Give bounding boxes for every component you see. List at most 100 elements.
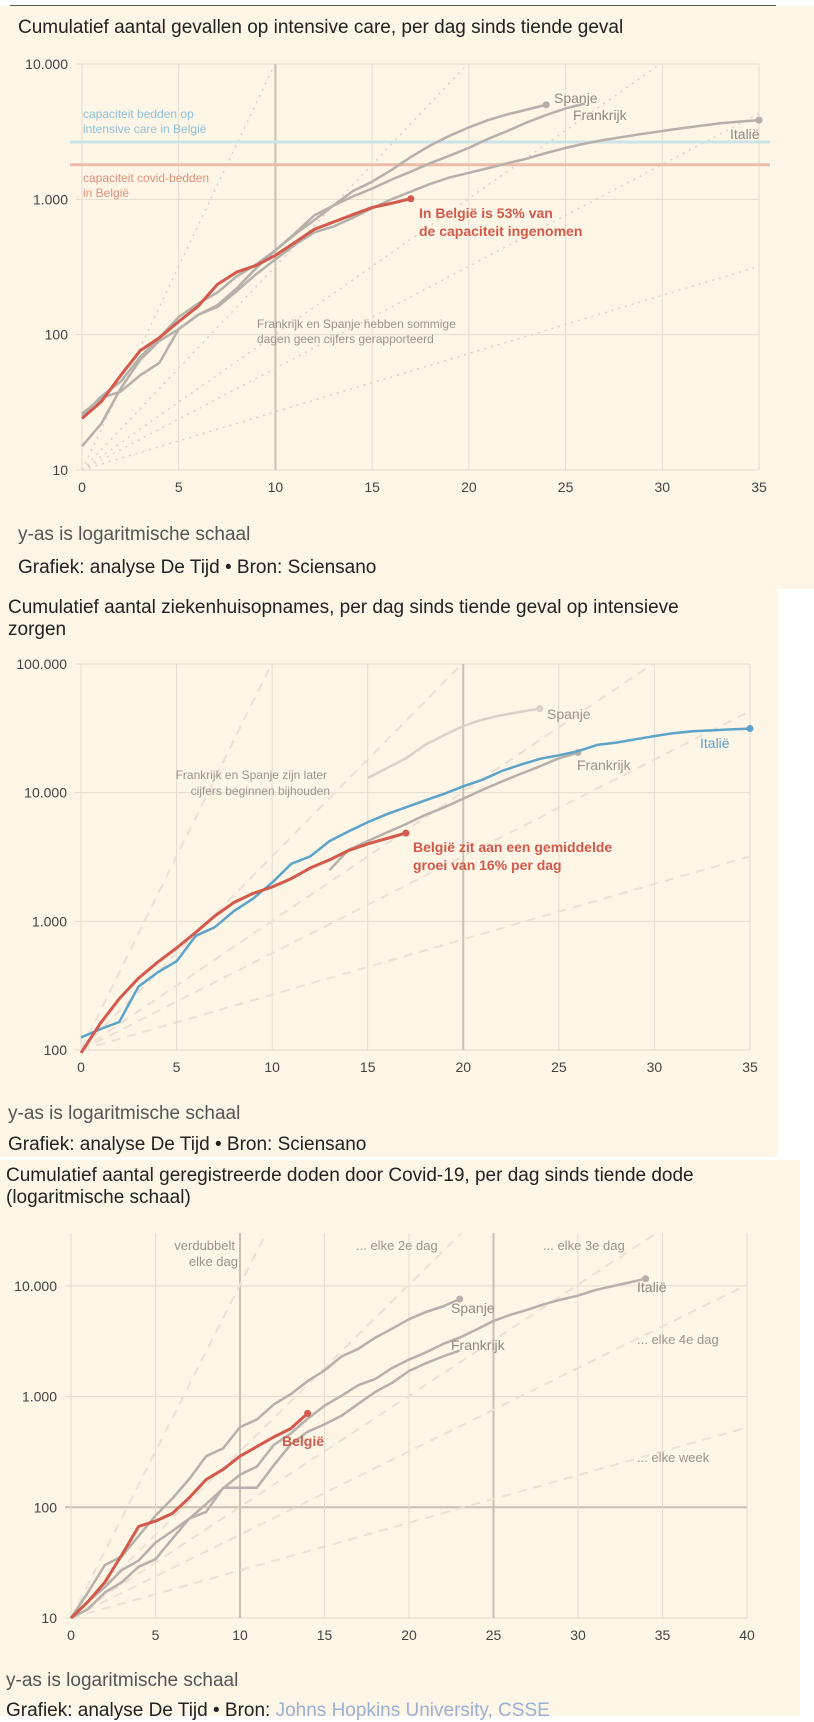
chart-panel-2 [0,589,778,1157]
x-tick-label: 30 [654,479,670,495]
series-line-belgie [69,1412,309,1620]
top-rule [10,5,776,6]
x-tick-label: 0 [78,479,86,495]
ref-label-1a: verdubbelt [174,1238,235,1253]
x-tick-label: 30 [647,1059,663,1075]
y-tick-label: 100 [44,1042,68,1058]
chart-3-log-note: y-as is logaritmische schaal [6,1670,239,1691]
series-line-italie [80,727,751,1039]
reference-doubling-line [81,63,661,471]
ref-label-1b: elke dag [189,1254,238,1269]
chart-panel-1 [0,6,814,589]
x-tick-label: 20 [455,1059,471,1075]
x-tick-label: 25 [486,1627,502,1643]
gap-note-2: cijfers beginnen bijhouden [191,784,330,798]
label-frankrijk: Frankrijk [573,107,628,123]
reference-doubling-line [70,1232,463,1619]
y-tick-label: 1.000 [22,1389,57,1405]
y-tick-label: 100 [34,1499,58,1515]
reference-doubling-line [81,63,276,471]
gap-note-1: Frankrijk en Spanje zijn later [176,768,327,782]
series-line-belgie [79,831,407,1054]
x-tick-label: 40 [739,1627,755,1643]
x-tick-label: 0 [77,1059,85,1075]
reference-doubling-line [80,663,463,1051]
chart-3-source: Grafiek: analyse De Tijd • Bron: Johns H… [6,1700,550,1721]
label-spanje: Spanje [451,1300,495,1316]
x-tick-label: 10 [264,1059,280,1075]
chart-panel-3 [0,1160,800,1716]
reference-doubling-line [80,710,751,1051]
reference-doubling-line [70,1232,268,1619]
x-tick-label: 35 [742,1059,758,1075]
y-tick-label: 100.000 [16,656,67,672]
x-tick-label: 15 [317,1627,333,1643]
chart-3-source-link[interactable]: Johns Hopkins University, CSSE [275,1700,550,1721]
series-endpoint-italie [755,116,763,124]
label-frankrijk: Frankrijk [577,757,632,773]
x-tick-label: 30 [570,1627,586,1643]
chart-1-source-name: Sciensano [287,557,377,578]
annotation-belgium-1: België zit aan een gemiddelde [413,839,612,855]
chart-2-source-name: Sciensano [277,1134,367,1155]
series-endpoint-spanje [456,1295,464,1303]
x-tick-label: 15 [364,479,380,495]
x-tick-label: 5 [152,1627,160,1643]
label-capacity-ic-1: capaciteit bedden op [83,107,194,121]
y-tick-label: 1.000 [33,191,68,207]
series-line-spanje [367,707,540,780]
reference-doubling-line [80,663,273,1051]
y-tick-label: 10 [52,462,68,478]
series-endpoint-spanje [536,705,544,713]
reference-doubling-line [80,855,751,1051]
reference-doubling-line [80,663,654,1051]
label-spanje: Spanje [547,706,591,722]
y-tick-label: 10 [41,1610,57,1626]
series-line-frankrijk [328,751,579,871]
ref-label-3: ... elke 3e dag [543,1238,625,1253]
reference-doubling-line [81,265,760,471]
x-tick-label: 5 [173,1059,181,1075]
y-tick-label: 10.000 [14,1278,57,1294]
y-tick-label: 100 [45,327,69,343]
reference-doubling-line [70,1426,748,1619]
reference-doubling-line [81,112,760,471]
label-capacity-ic-2: intensive care in België [83,122,207,136]
gap-note-2: dagen geen cijfers gerapporteerd [257,332,434,346]
ref-label-2: ... elke 2e dag [356,1238,438,1253]
series-endpoint-belgie [304,1409,312,1417]
x-tick-label: 15 [360,1059,376,1075]
y-tick-label: 10.000 [24,785,67,801]
chart-1-title: Cumulatief aantal gevallen op intensive … [18,17,624,38]
label-belgie: België [282,1433,324,1449]
label-italie: Italië [637,1279,667,1295]
label-spanje: Spanje [554,90,598,106]
series-line-frankrijk [81,102,586,448]
series-line-italie [81,118,760,415]
label-frankrijk: Frankrijk [451,1337,506,1353]
reference-doubling-line [70,1232,658,1619]
y-tick-label: 1.000 [32,913,67,929]
chart-2-source: Grafiek: analyse De Tijd • Bron: Sciensa… [8,1134,367,1155]
series-endpoint-belgie [402,829,410,837]
x-tick-label: 5 [175,479,183,495]
series-line-italie [70,1277,646,1620]
x-tick-label: 25 [551,1059,567,1075]
chart-3-title: Cumulatief aantal geregistreerde doden d… [6,1165,694,1208]
x-tick-label: 20 [461,479,477,495]
x-tick-label: 25 [558,479,574,495]
series-endpoint-italie [642,1275,650,1283]
annotation-belgium-2: groei van 16% per dag [413,857,562,873]
series-line-belgie [81,197,412,420]
annotation-belgium-1: In België is 53% van [419,205,553,221]
x-tick-label: 10 [268,479,284,495]
gap-note-1: Frankrijk en Spanje hebben sommige [257,317,456,331]
label-capacity-covid-1: capaciteit covid-bedden [83,171,209,185]
series-endpoint-italie [746,725,754,733]
chart-1-log-note: y-as is logaritmische schaal [18,524,251,545]
series-endpoint-belgie [407,195,415,203]
x-tick-label: 20 [401,1627,417,1643]
